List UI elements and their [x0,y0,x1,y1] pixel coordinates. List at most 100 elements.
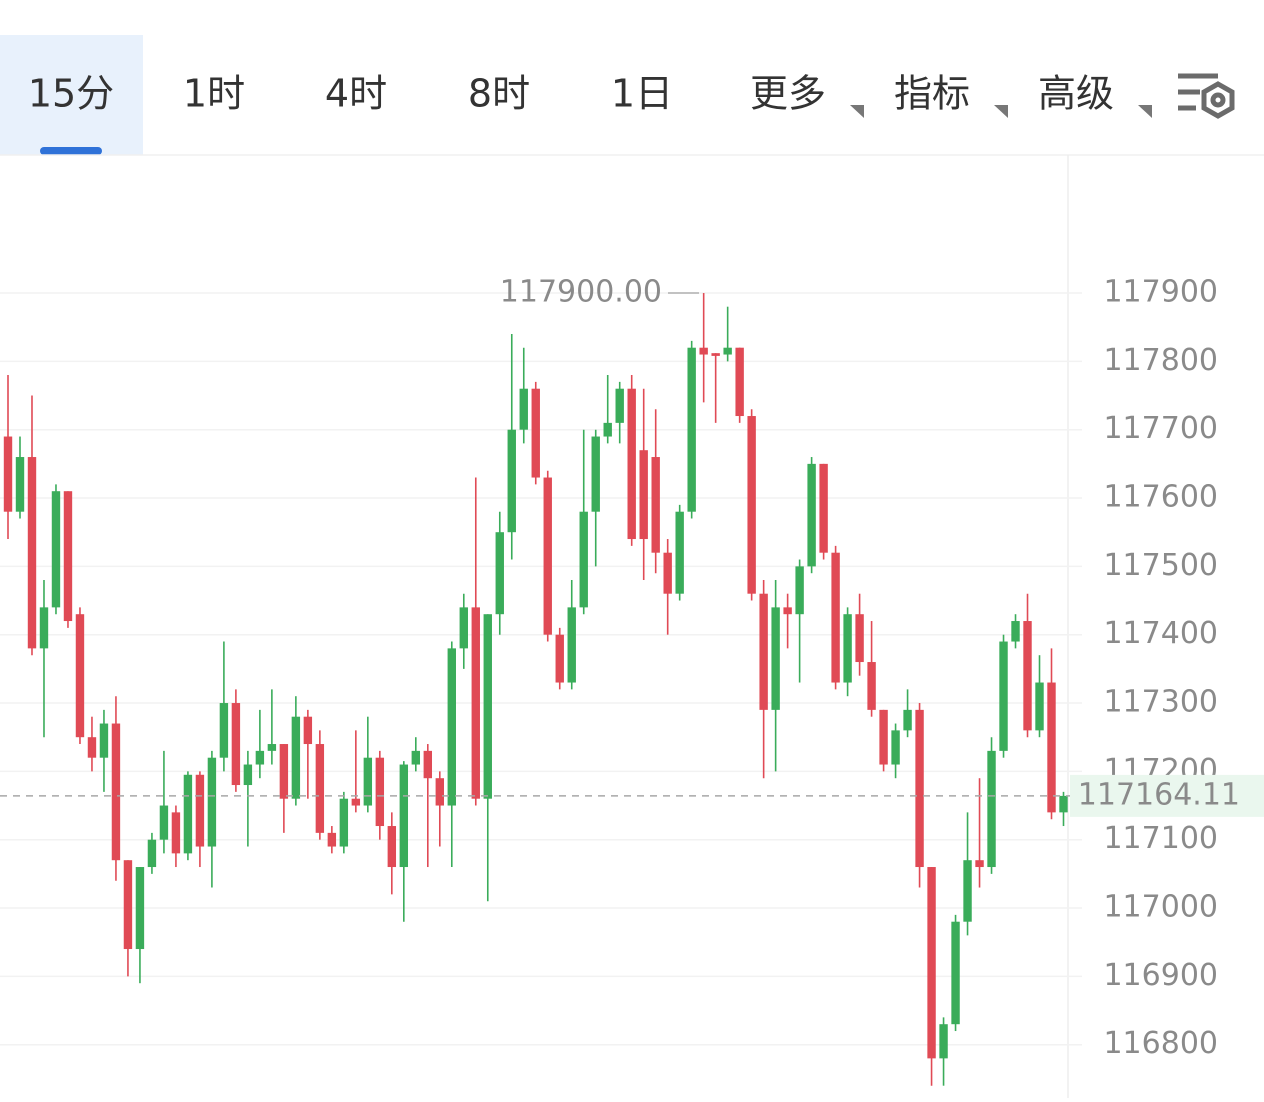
candle-body [963,860,972,922]
tab[interactable]: 1日 [611,72,673,116]
tab[interactable]: 4时 [325,72,387,116]
candle-body [975,860,984,868]
tab-label: 高级 [1038,72,1114,116]
tab-bar: 15分 1时 4时 8时 1日 更多 指标 高级 [0,35,1152,155]
candle-body [555,634,564,683]
y-tick-label: 117500 [1103,548,1218,583]
tab[interactable]: 15分 [0,35,143,155]
candle-body [603,422,612,437]
candle-body [867,662,876,710]
y-tick-label: 116900 [1103,958,1218,993]
last-price-box [1070,774,1264,817]
overlay: 117164.11 117900.00 [0,275,1264,817]
tab[interactable]: 指标 [894,72,1008,119]
candle-body [807,463,816,567]
candle-body [735,347,744,417]
tab[interactable]: 更多 [750,72,864,119]
icon-hex [1201,81,1235,119]
tab-indicator [40,147,102,155]
tab[interactable]: 8时 [468,72,530,116]
candle-body [891,730,900,765]
dropdown-marker [1138,105,1152,118]
candle-body [507,429,516,533]
candle-body [99,723,109,758]
candle-body [567,607,576,683]
candle-body [315,744,325,833]
candle-body [399,764,409,868]
candle-body [15,457,25,512]
candle-body [519,388,528,430]
candle-body [363,757,373,806]
candle-body [819,463,828,553]
candle-body [795,566,804,615]
candle-body [75,614,85,738]
candle-body [651,457,660,553]
candle-body [951,921,960,1025]
tab-label: 4时 [325,72,387,116]
candle-body [123,860,133,950]
candle-body [579,511,588,608]
candle-body [747,416,756,594]
candle-body [3,436,13,512]
candle-body [699,347,708,355]
candle-body [531,388,540,478]
candle-body [267,744,277,751]
candle-body [591,436,600,512]
settings-icon[interactable] [1178,73,1235,119]
tab-label: 1日 [611,72,673,116]
candle-body [615,388,624,423]
candle-body [447,648,456,806]
candle-body [471,607,480,799]
tab-label: 15分 [28,72,114,116]
candle-body [915,709,924,868]
tab[interactable]: 高级 [1038,72,1152,119]
y-tick-label: 117600 [1103,480,1218,515]
tab-label: 8时 [468,72,530,116]
candle-body [663,552,672,594]
candle-body [435,778,444,806]
candle-body [495,532,504,615]
y-tick-label: 117400 [1103,616,1218,651]
candle-body [879,709,888,765]
candle-body [831,552,840,683]
candle-body [351,798,361,806]
candle-body [219,703,229,758]
candle-body [87,737,97,758]
candle-body [159,805,169,840]
candle-body [303,716,313,745]
candle-body [231,703,241,786]
candle-body [135,867,145,950]
candle-body [687,347,696,512]
icon-dot [1210,92,1226,108]
tab[interactable]: 1时 [183,72,245,116]
y-tick-label: 117300 [1103,685,1218,720]
tab-label: 指标 [894,72,970,116]
candle-body [783,607,792,615]
candle-body [171,812,181,854]
candle-body [675,511,684,594]
tab-highlight [0,35,143,155]
y-tick-label: 117800 [1103,343,1218,378]
candle-body [939,1024,948,1059]
candle-body [375,757,385,827]
last-price-label: 117164.11 [1078,777,1240,812]
grid: 1168001169001170001171001172001173001174… [0,275,1218,1061]
candle-body [27,457,37,649]
candle-body [291,716,301,799]
candle-body [843,614,852,683]
candle-body [627,388,636,540]
y-tick-label: 116800 [1103,1026,1218,1061]
candle-body [987,750,996,868]
candle-body [1059,795,1068,813]
candle-body [759,593,768,710]
candle-body [483,614,492,799]
y-tick-label: 117900 [1103,275,1218,310]
candle-body [279,744,289,799]
tab-label: 1时 [183,72,245,116]
candle-body [459,607,468,649]
candle-body [423,750,433,779]
candle-body [411,750,421,765]
candle-body [387,826,397,868]
